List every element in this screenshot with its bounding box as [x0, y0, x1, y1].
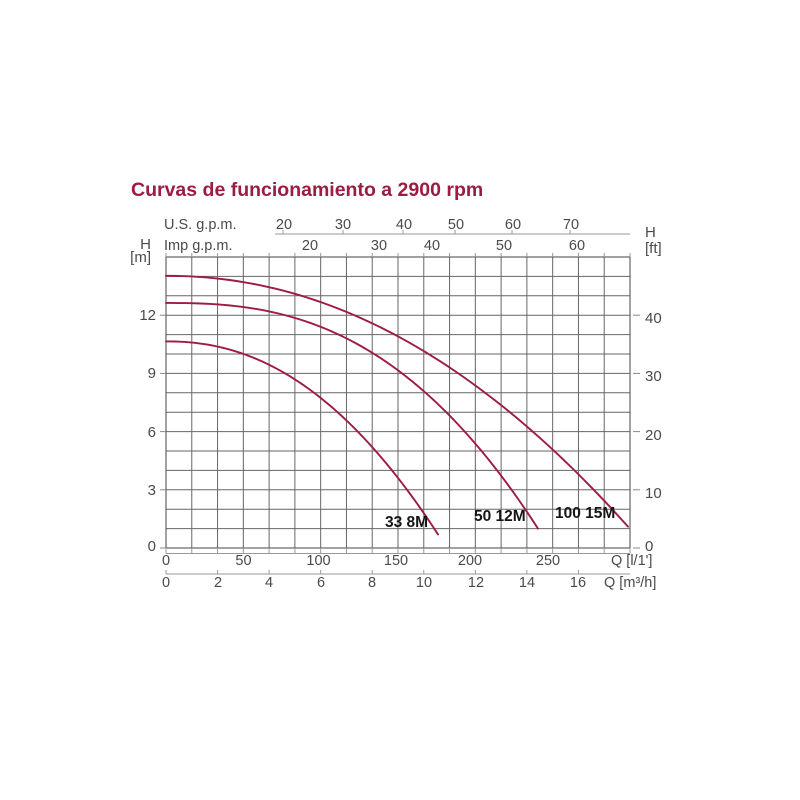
svg-text:2: 2: [214, 575, 222, 591]
svg-text:12: 12: [139, 307, 156, 324]
svg-text:200: 200: [458, 553, 482, 569]
svg-text:50: 50: [235, 553, 251, 569]
svg-text:40: 40: [396, 217, 412, 233]
svg-text:40: 40: [645, 310, 662, 327]
svg-text:60: 60: [569, 238, 585, 254]
svg-text:6: 6: [148, 424, 156, 441]
svg-text:50: 50: [496, 238, 512, 254]
svg-text:U.S. g.p.m.: U.S. g.p.m.: [164, 217, 237, 233]
svg-text:0: 0: [162, 553, 170, 569]
svg-text:60: 60: [505, 217, 521, 233]
svg-text:30: 30: [371, 238, 387, 254]
svg-text:70: 70: [563, 217, 579, 233]
svg-text:8: 8: [368, 575, 376, 591]
svg-text:0: 0: [162, 575, 170, 591]
svg-text:[m]: [m]: [130, 249, 151, 266]
svg-text:Q [l/1']: Q [l/1']: [611, 553, 652, 569]
svg-text:50 12M: 50 12M: [474, 508, 526, 525]
svg-text:0: 0: [148, 538, 156, 555]
svg-text:Imp g.p.m.: Imp g.p.m.: [164, 238, 233, 254]
svg-text:20: 20: [276, 217, 292, 233]
svg-text:Q [m³/h]: Q [m³/h]: [604, 575, 656, 591]
svg-text:14: 14: [519, 575, 535, 591]
svg-text:33 8M: 33 8M: [385, 514, 428, 531]
svg-text:10: 10: [645, 485, 662, 502]
svg-text:6: 6: [317, 575, 325, 591]
svg-text:12: 12: [468, 575, 484, 591]
svg-text:40: 40: [424, 238, 440, 254]
svg-text:100: 100: [306, 553, 330, 569]
svg-text:4: 4: [265, 575, 273, 591]
svg-text:100 15M: 100 15M: [555, 505, 615, 522]
svg-text:20: 20: [645, 427, 662, 444]
svg-text:3: 3: [148, 482, 156, 499]
svg-text:10: 10: [416, 575, 432, 591]
svg-text:16: 16: [570, 575, 586, 591]
svg-text:20: 20: [302, 238, 318, 254]
svg-text:30: 30: [645, 368, 662, 385]
svg-text:150: 150: [384, 553, 408, 569]
svg-text:9: 9: [148, 365, 156, 382]
svg-text:H: H: [645, 224, 656, 241]
svg-text:50: 50: [448, 217, 464, 233]
svg-text:0: 0: [645, 538, 653, 555]
svg-text:250: 250: [536, 553, 560, 569]
svg-text:[ft]: [ft]: [645, 240, 662, 257]
